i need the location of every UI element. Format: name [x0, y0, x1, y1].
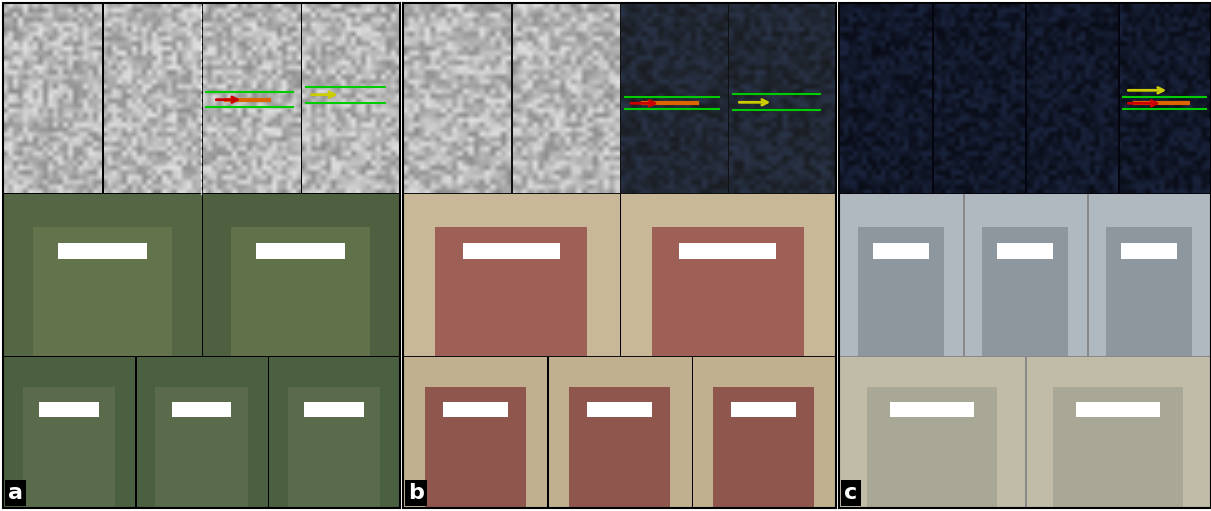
- Bar: [569, 387, 670, 508]
- Bar: [1106, 226, 1193, 357]
- Bar: [268, 357, 400, 508]
- Bar: [620, 3, 728, 194]
- Bar: [58, 243, 147, 259]
- Bar: [839, 3, 1211, 508]
- Bar: [587, 402, 652, 417]
- Bar: [691, 357, 693, 508]
- Bar: [102, 3, 201, 194]
- Bar: [620, 194, 836, 357]
- Bar: [839, 3, 932, 194]
- Bar: [839, 356, 1211, 357]
- Bar: [713, 387, 814, 508]
- Bar: [172, 402, 231, 417]
- Bar: [2, 3, 102, 194]
- Bar: [33, 226, 172, 357]
- Bar: [136, 357, 137, 508]
- Bar: [136, 357, 268, 508]
- Bar: [2, 3, 400, 508]
- Bar: [268, 357, 269, 508]
- Bar: [873, 243, 929, 259]
- Bar: [1025, 357, 1027, 508]
- Bar: [652, 226, 804, 357]
- Bar: [620, 194, 621, 357]
- Bar: [403, 3, 511, 194]
- Bar: [155, 387, 248, 508]
- Bar: [679, 243, 776, 259]
- Bar: [1025, 357, 1211, 508]
- Bar: [547, 357, 549, 508]
- Bar: [403, 3, 836, 508]
- Bar: [857, 226, 945, 357]
- Bar: [1121, 243, 1177, 259]
- Bar: [963, 194, 1087, 357]
- Bar: [40, 402, 99, 417]
- Bar: [511, 3, 512, 194]
- Bar: [547, 357, 691, 508]
- Bar: [287, 387, 380, 508]
- Bar: [1087, 194, 1089, 357]
- Bar: [982, 226, 1068, 357]
- Bar: [1025, 3, 1118, 194]
- Bar: [425, 387, 526, 508]
- Bar: [1077, 402, 1160, 417]
- Bar: [728, 3, 729, 194]
- Text: c: c: [844, 483, 857, 503]
- Bar: [201, 194, 400, 357]
- Bar: [403, 194, 620, 357]
- Bar: [932, 3, 934, 194]
- Bar: [839, 194, 963, 357]
- Bar: [2, 356, 400, 357]
- Bar: [511, 3, 620, 194]
- Bar: [2, 357, 136, 508]
- Bar: [436, 226, 587, 357]
- Bar: [443, 402, 507, 417]
- Bar: [403, 193, 836, 194]
- Bar: [890, 402, 974, 417]
- Bar: [963, 194, 964, 357]
- Bar: [691, 357, 836, 508]
- Bar: [102, 3, 104, 194]
- Bar: [1118, 3, 1211, 194]
- Bar: [932, 3, 1025, 194]
- Bar: [839, 193, 1211, 194]
- Bar: [300, 3, 400, 194]
- Bar: [231, 226, 371, 357]
- Bar: [2, 194, 201, 357]
- Bar: [256, 243, 345, 259]
- Bar: [403, 357, 547, 508]
- Bar: [1118, 3, 1119, 194]
- Bar: [1052, 387, 1183, 508]
- Bar: [201, 194, 203, 357]
- Bar: [304, 402, 363, 417]
- Bar: [201, 3, 300, 194]
- Bar: [728, 3, 836, 194]
- Bar: [300, 3, 303, 194]
- Bar: [403, 356, 836, 357]
- Bar: [2, 193, 400, 194]
- Text: b: b: [408, 483, 424, 503]
- Bar: [867, 387, 997, 508]
- Bar: [23, 387, 115, 508]
- Bar: [201, 3, 203, 194]
- Bar: [1025, 3, 1027, 194]
- Bar: [997, 243, 1052, 259]
- Bar: [1087, 194, 1211, 357]
- Text: a: a: [8, 483, 23, 503]
- Bar: [731, 402, 797, 417]
- Bar: [463, 243, 559, 259]
- Bar: [839, 357, 1025, 508]
- Bar: [620, 3, 621, 194]
